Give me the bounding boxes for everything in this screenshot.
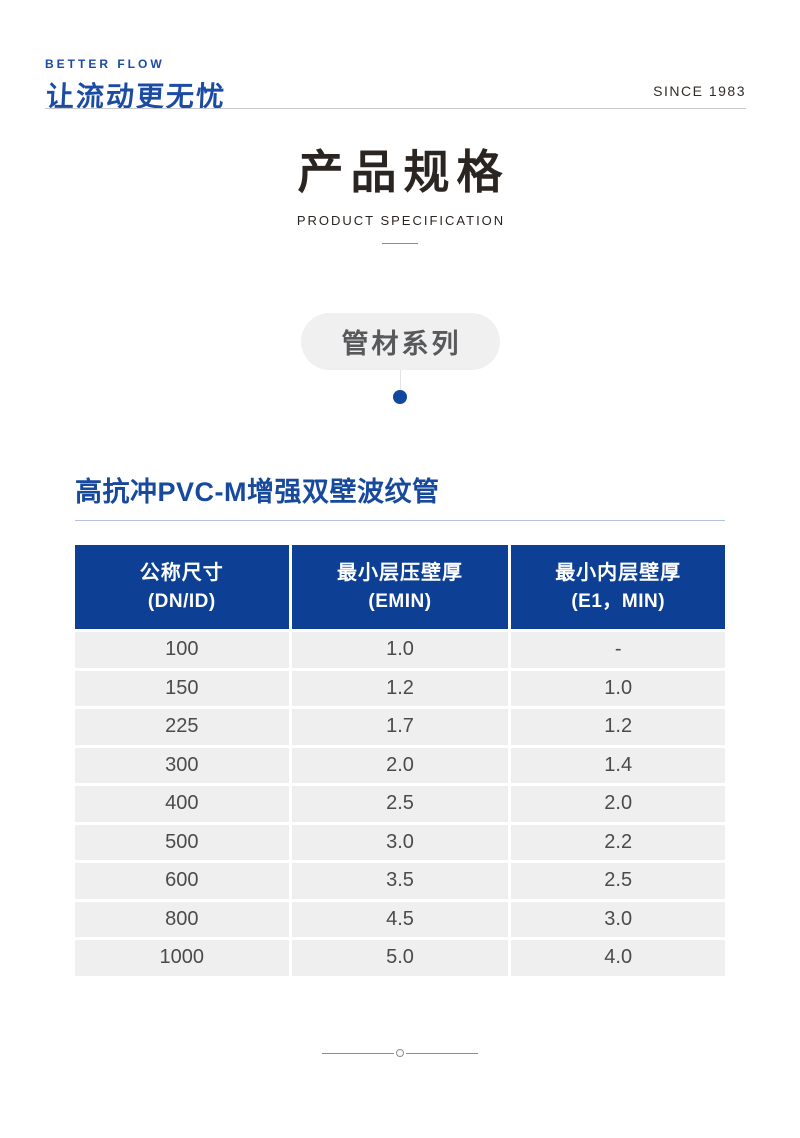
badge-connector-dot-icon [393,390,407,404]
footer-divider-circle-icon [396,1049,404,1057]
table-cell: 2.2 [511,824,725,860]
section-heading: 高抗冲PVC-M增强双壁波纹管 [75,477,440,507]
table-cell: 4.5 [291,901,509,937]
series-badge-label: 管材系列 [341,329,462,359]
badge-connector-line [399,370,401,390]
table-cell: - [511,632,725,668]
brand-tagline: BETTER FLOW [45,57,165,71]
table-cell: 1.7 [291,709,509,745]
table-cell: 1.2 [291,670,509,706]
brand-wordmark: 让流动更无忧 [45,81,227,112]
table-cell: 500 [75,824,289,860]
header-title: 公称尺寸 [139,562,224,584]
table-cell: 1.0 [291,632,509,668]
header-subtitle: (DN/ID) [147,591,216,612]
table-cell: 3.5 [291,863,509,899]
table-cell: 2.0 [291,747,509,783]
header-title: 最小内层壁厚 [555,562,682,584]
series-badge: 管材系列 [300,313,500,370]
table-cell: 2.0 [511,786,725,822]
series-badge-block: 管材系列 [0,313,800,404]
footer-divider [0,1049,800,1057]
table-cell: 300 [75,747,289,783]
table-cell: 600 [75,863,289,899]
header-cell-e1min: 最小内层壁厚 (E1，MIN) [511,545,725,629]
footer-divider-line-right [406,1052,478,1054]
header-cell-dn: 公称尺寸 (DN/ID) [75,545,289,629]
header-subtitle: (E1，MIN) [571,591,666,612]
table-cell: 4.0 [511,940,725,976]
page-subtitle: PRODUCT SPECIFICATION [296,213,506,228]
since-label: SINCE 1983 [653,83,746,99]
table-cell: 100 [75,632,289,668]
table-cell: 400 [75,786,289,822]
table-cell: 1.4 [511,747,725,783]
header-title: 最小层压壁厚 [336,562,463,584]
table-cell: 225 [75,709,289,745]
table-cell: 5.0 [291,940,509,976]
table-cell: 150 [75,670,289,706]
table-cell: 1.2 [511,709,725,745]
header-cell-emin: 最小层压壁厚 (EMIN) [291,545,509,629]
footer-divider-line-left [322,1052,394,1054]
header-divider [45,108,746,109]
section-block: 高抗冲PVC-M增强双壁波纹管 [75,477,725,521]
spec-table: 公称尺寸 (DN/ID) 最小层压壁厚 (EMIN) 最小内层壁厚 (E1，MI… [75,545,725,976]
title-divider [382,243,418,244]
table-cell: 1000 [75,940,289,976]
table-cell: 3.0 [511,901,725,937]
table-cell: 2.5 [511,863,725,899]
table-cell: 1.0 [511,670,725,706]
table-cell: 800 [75,901,289,937]
title-block: 产品规格 PRODUCT SPECIFICATION [0,149,800,244]
page-title: 产品规格 [297,146,510,198]
brand-logo: BETTER FLOW 让流动更无忧 [45,57,227,115]
table-cell: 3.0 [291,824,509,860]
header-subtitle: (EMIN) [368,591,432,612]
table-cell: 2.5 [291,786,509,822]
section-divider [75,520,725,521]
